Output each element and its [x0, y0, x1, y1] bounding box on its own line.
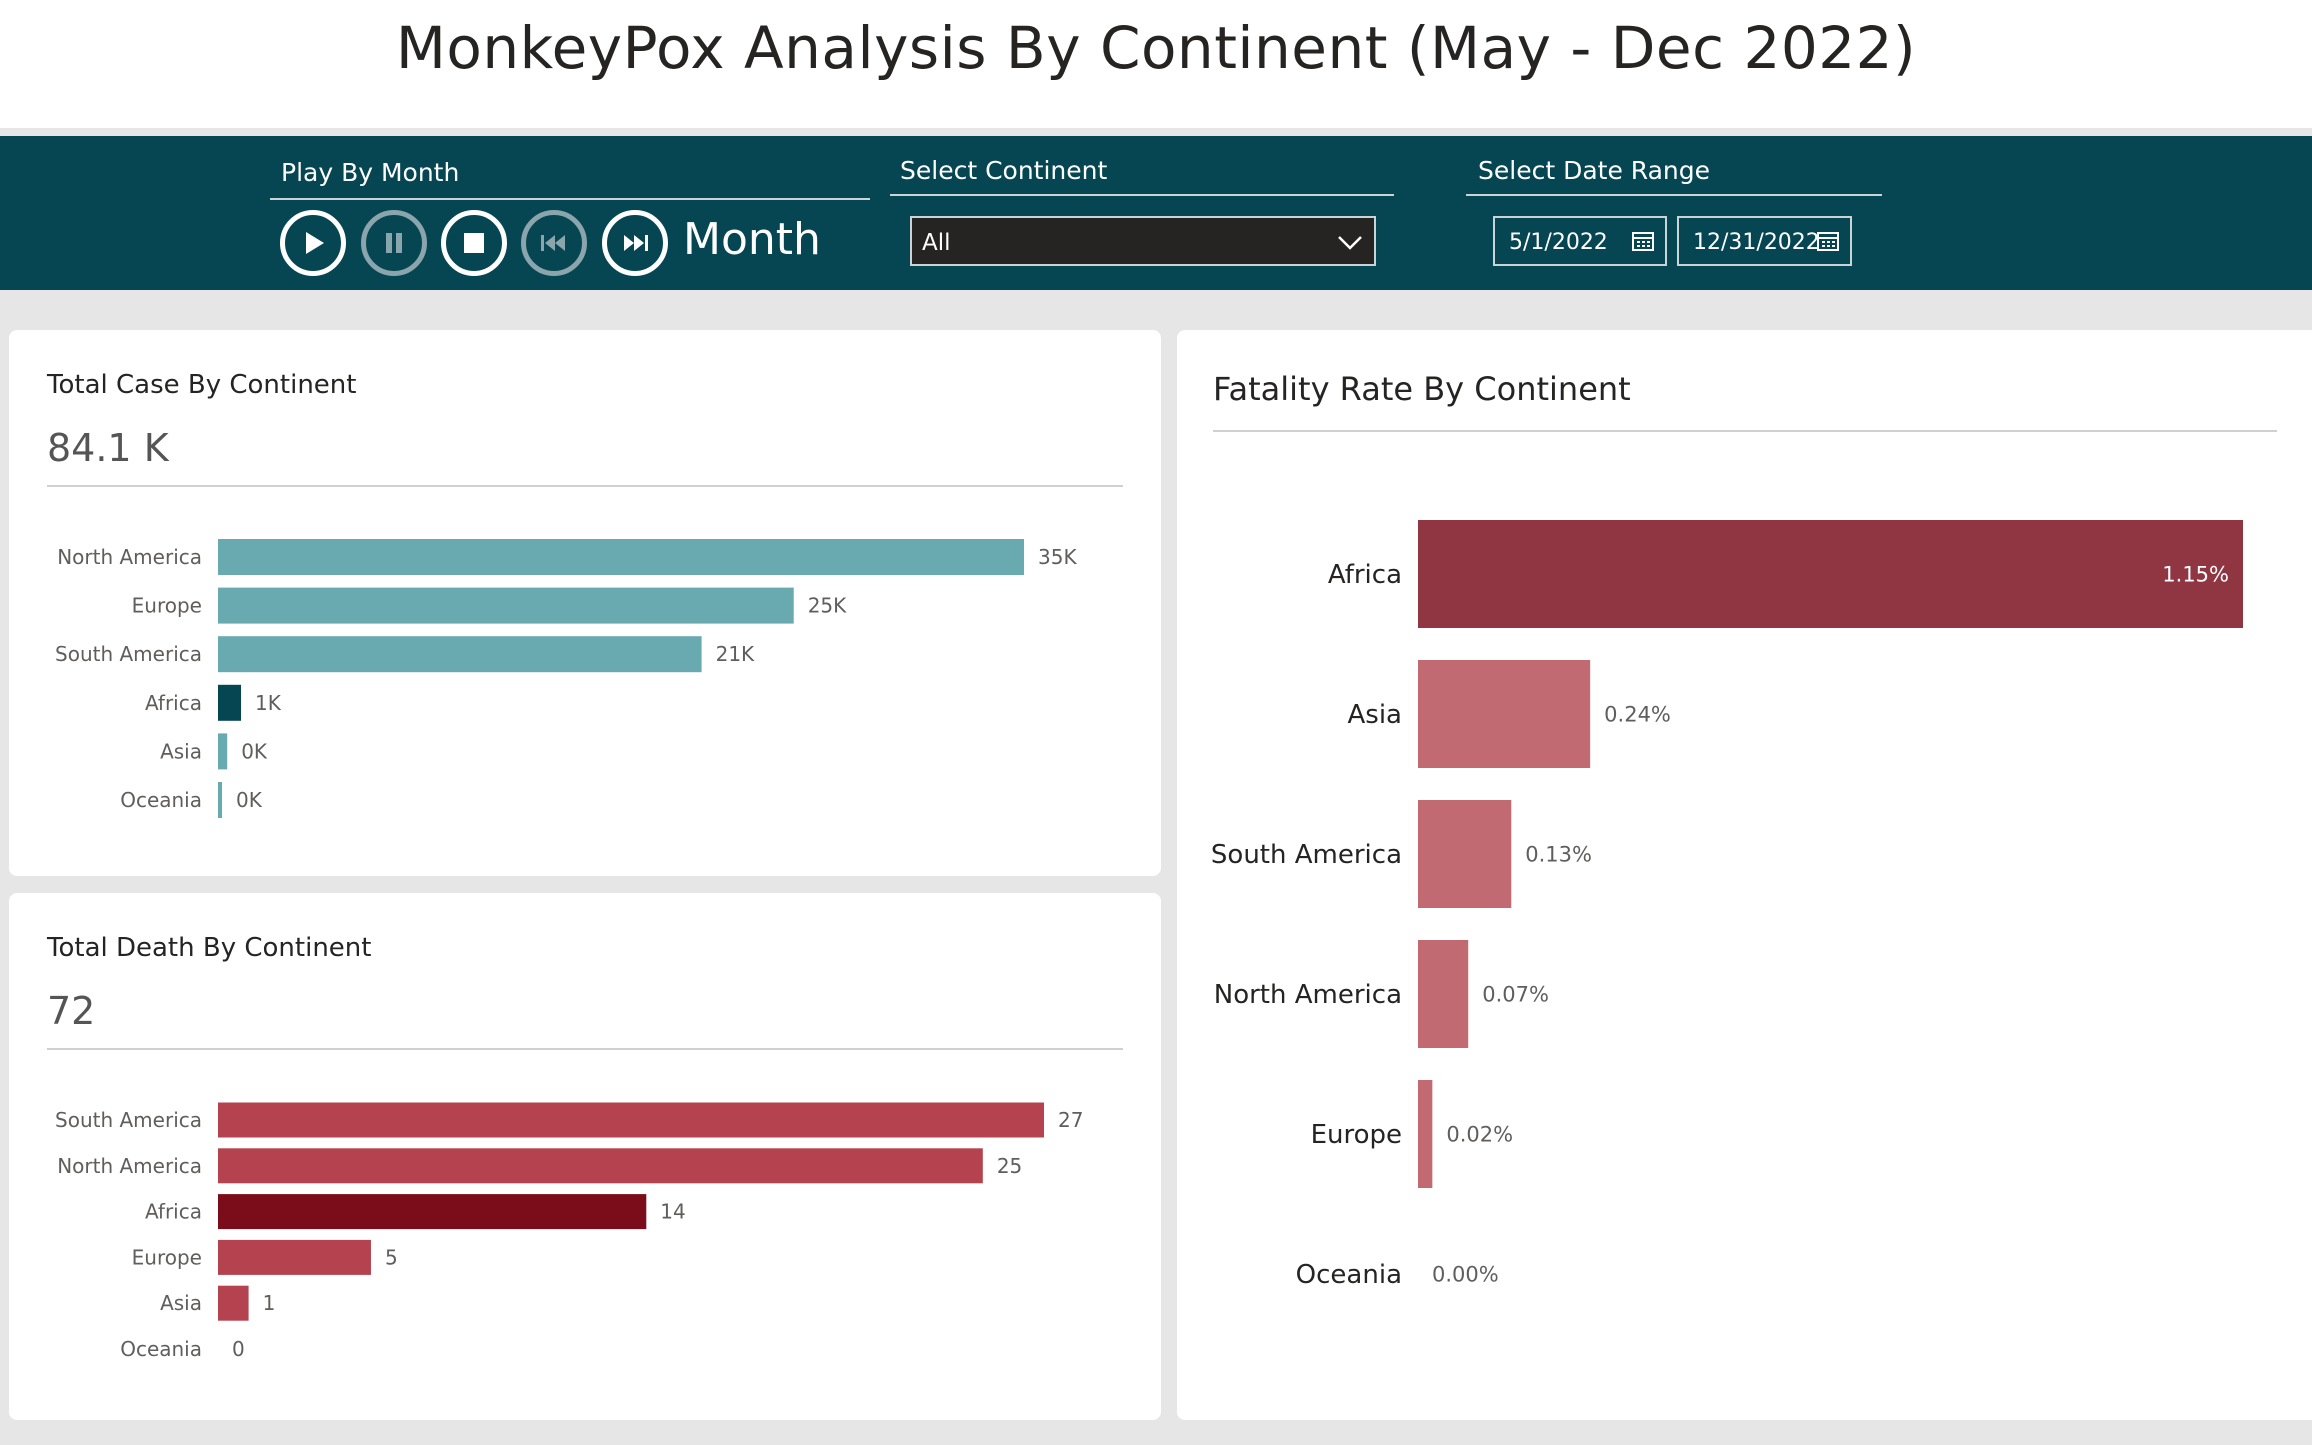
- end-date-value: 12/31/2022: [1693, 230, 1820, 255]
- bar-north-america[interactable]: [218, 1148, 983, 1184]
- start-date-value: 5/1/2022: [1509, 230, 1608, 255]
- data-label-south-america: 21K: [716, 642, 755, 666]
- data-label-europe: 0.02%: [1446, 1122, 1513, 1146]
- bar-europe[interactable]: [218, 587, 794, 624]
- bar-africa[interactable]: [1418, 520, 2243, 628]
- category-label-south-america: South America: [55, 1108, 202, 1132]
- continent-dropdown[interactable]: All: [910, 216, 1376, 266]
- category-label-north-america: North America: [1214, 980, 1402, 1010]
- category-label-south-america: South America: [1211, 840, 1402, 870]
- fatality-bar-chart: Africa 1.15% Asia 0.24% South America 0.13% No…: [1211, 520, 2243, 1290]
- bar-europe[interactable]: [1418, 1080, 1433, 1188]
- cases-card: Total Case By Continent 84.1 K North Ame…: [9, 330, 1161, 876]
- data-label-north-america: 0.07%: [1482, 982, 1549, 1006]
- chevron-down-icon: [1338, 236, 1362, 250]
- data-label-africa: 14: [660, 1200, 685, 1224]
- data-label-oceania: 0.00%: [1432, 1262, 1499, 1286]
- category-label-north-america: North America: [57, 545, 202, 569]
- data-label-south-america: 27: [1058, 1108, 1083, 1132]
- play-button[interactable]: [280, 210, 346, 276]
- data-label-africa: 1K: [255, 691, 282, 715]
- deaths-bar-chart: South America 27 North America 25 Africa 14 Eu…: [55, 1102, 1083, 1361]
- pause-button[interactable]: [361, 210, 427, 276]
- bar-asia[interactable]: [1418, 660, 1591, 768]
- category-label-asia: Asia: [1348, 700, 1403, 730]
- data-label-europe: 5: [385, 1245, 398, 1269]
- cases-bar-chart: North America 35K Europe 25K South America 21…: [55, 539, 1077, 818]
- calendar-icon: [1632, 232, 1654, 251]
- deaths-card: Total Death By Continent 72 South Americ…: [9, 893, 1161, 1420]
- end-date-input[interactable]: 12/31/2022: [1677, 216, 1852, 266]
- stop-icon: [464, 233, 484, 253]
- category-label-africa: Africa: [145, 691, 202, 715]
- bar-south-america[interactable]: [218, 1102, 1044, 1138]
- category-label-europe: Europe: [132, 1245, 202, 1269]
- page-title: MonkeyPox Analysis By Continent (May - D…: [395, 14, 1917, 82]
- bar-north-america[interactable]: [1418, 940, 1469, 1048]
- cases-title: Total Case By Continent: [47, 370, 357, 400]
- cases-kpi: 84.1 K: [47, 426, 169, 470]
- category-label-asia: Asia: [160, 739, 202, 763]
- data-label-north-america: 25: [997, 1154, 1022, 1178]
- category-label-oceania: Oceania: [120, 788, 202, 812]
- play-divider: [270, 198, 870, 200]
- data-label-asia: 0K: [241, 739, 268, 763]
- data-label-asia: 0.24%: [1604, 702, 1671, 726]
- category-label-africa: Africa: [145, 1200, 202, 1224]
- category-label-south-america: South America: [55, 642, 202, 666]
- category-label-asia: Asia: [160, 1291, 202, 1315]
- category-label-africa: Africa: [1328, 560, 1402, 590]
- category-label-oceania: Oceania: [1296, 1260, 1402, 1290]
- skip-forward-icon: [624, 235, 648, 251]
- bar-europe[interactable]: [218, 1239, 371, 1275]
- start-date-input[interactable]: 5/1/2022: [1493, 216, 1667, 266]
- data-label-africa: 1.15%: [2162, 562, 2229, 586]
- select-date-range-label: Select Date Range: [1478, 156, 1711, 185]
- data-label-europe: 25K: [808, 594, 847, 618]
- data-label-oceania: 0K: [236, 788, 263, 812]
- bar-south-america[interactable]: [1418, 800, 1512, 908]
- deaths-divider: [47, 1048, 1123, 1050]
- continent-divider: [890, 194, 1394, 196]
- select-continent-label: Select Continent: [900, 156, 1108, 185]
- data-label-asia: 1: [263, 1291, 276, 1315]
- data-label-north-america: 35K: [1038, 545, 1077, 569]
- date-divider: [1466, 194, 1882, 196]
- bar-oceania[interactable]: [218, 782, 222, 818]
- continent-dropdown-value: All: [922, 230, 951, 256]
- category-label-north-america: North America: [57, 1154, 202, 1178]
- bar-north-america[interactable]: [218, 539, 1024, 575]
- calendar-icon: [1817, 232, 1839, 251]
- fatality-divider: [1213, 430, 2277, 432]
- control-bar: Play By Month Month Select Continent All…: [0, 136, 2312, 290]
- title-bar: MonkeyPox Analysis By Continent (May - D…: [0, 0, 2312, 128]
- category-label-europe: Europe: [132, 594, 202, 618]
- data-label-south-america: 0.13%: [1525, 842, 1592, 866]
- bar-africa[interactable]: [218, 1194, 647, 1230]
- cases-divider: [47, 485, 1123, 487]
- category-label-europe: Europe: [1311, 1120, 1402, 1150]
- fatality-title: Fatality Rate By Continent: [1213, 370, 1631, 408]
- play-by-month-label: Play By Month: [281, 158, 460, 187]
- deaths-title: Total Death By Continent: [47, 933, 372, 963]
- deaths-kpi: 72: [47, 989, 96, 1033]
- skip-forward-button[interactable]: [602, 210, 668, 276]
- skip-back-button[interactable]: [521, 210, 587, 276]
- pause-icon: [386, 233, 402, 253]
- bar-africa[interactable]: [218, 684, 242, 721]
- stop-button[interactable]: [441, 210, 507, 276]
- bar-asia[interactable]: [218, 733, 228, 770]
- bar-asia[interactable]: [218, 1285, 249, 1321]
- fatality-card: Fatality Rate By Continent Africa 1.15% As…: [1177, 330, 2312, 1420]
- data-label-oceania: 0: [232, 1337, 245, 1361]
- skip-back-icon: [541, 235, 565, 251]
- bar-south-america[interactable]: [218, 636, 702, 673]
- month-label: Month: [683, 214, 821, 265]
- category-label-oceania: Oceania: [120, 1337, 202, 1361]
- play-icon: [306, 232, 324, 254]
